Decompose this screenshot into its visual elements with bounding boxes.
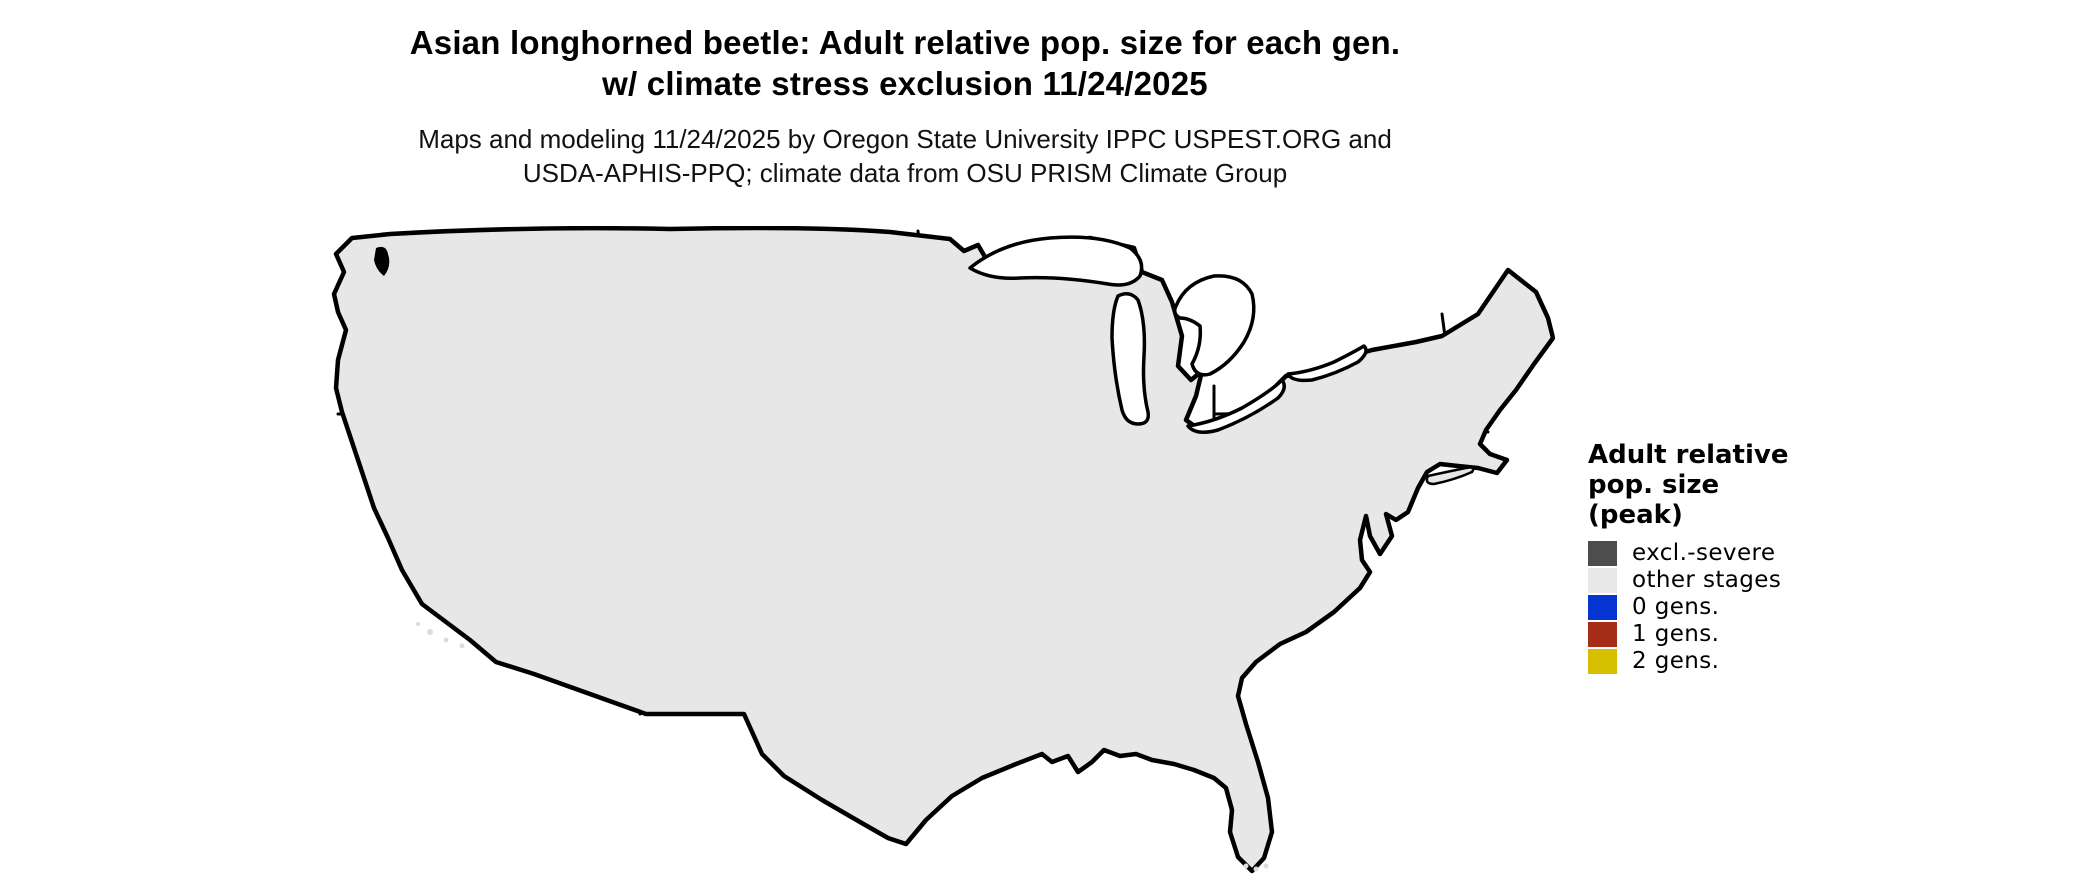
map-subtitle-line1: Maps and modeling 11/24/2025 by Oregon S… bbox=[418, 124, 1392, 154]
legend-item-1-gens: 1 gens. bbox=[1588, 621, 1848, 647]
legend-swatch-excl-severe bbox=[1588, 540, 1617, 566]
map-subtitle-line2: USDA-APHIS-PPQ; climate data from OSU PR… bbox=[522, 158, 1288, 188]
map-title: Asian longhorned beetle: Adult relative … bbox=[0, 22, 1810, 104]
legend: Adult relative pop. size (peak) excl.-se… bbox=[1588, 440, 1848, 675]
legend-label-2-gens: 2 gens. bbox=[1632, 648, 1720, 674]
lake-ontario bbox=[1286, 344, 1368, 383]
legend-item-2-gens: 2 gens. bbox=[1588, 648, 1848, 674]
map-subtitle: Maps and modeling 11/24/2025 by Oregon S… bbox=[0, 122, 1810, 190]
long-island bbox=[1425, 466, 1475, 486]
puget-sound bbox=[374, 246, 390, 276]
us-map-svg bbox=[330, 226, 1555, 878]
legend-title-line3: (peak) bbox=[1588, 500, 1683, 530]
lake-superior bbox=[968, 235, 1144, 287]
channel-islands bbox=[416, 622, 465, 649]
great-lakes bbox=[968, 235, 1368, 434]
map-title-line2: w/ climate stress exclusion 11/24/2025 bbox=[602, 65, 1208, 102]
legend-label-1-gens: 1 gens. bbox=[1632, 621, 1720, 647]
legend-item-excl-severe: excl.-severe bbox=[1588, 540, 1848, 566]
legend-swatch-2-gens bbox=[1588, 648, 1617, 674]
legend-title-line2: pop. size bbox=[1588, 470, 1720, 500]
legend-swatch-1-gens bbox=[1588, 621, 1617, 647]
conus-outline bbox=[334, 228, 1553, 871]
legend-label-excl-severe: excl.-severe bbox=[1632, 540, 1776, 566]
legend-label-0-gens: 0 gens. bbox=[1632, 594, 1720, 620]
lake-erie bbox=[1186, 378, 1286, 434]
legend-item-0-gens: 0 gens. bbox=[1588, 594, 1848, 620]
us-map bbox=[330, 226, 1555, 878]
legend-title-line1: Adult relative bbox=[1588, 440, 1789, 470]
lake-huron bbox=[1172, 274, 1256, 377]
legend-swatch-other-stages bbox=[1588, 567, 1617, 593]
legend-label-other-stages: other stages bbox=[1632, 567, 1782, 593]
legend-items: excl.-severe other stages 0 gens. 1 gens… bbox=[1588, 540, 1848, 674]
florida-keys bbox=[1243, 863, 1269, 872]
lake-michigan bbox=[1110, 292, 1151, 426]
legend-title: Adult relative pop. size (peak) bbox=[1588, 440, 1848, 530]
map-title-line1: Asian longhorned beetle: Adult relative … bbox=[409, 24, 1401, 61]
legend-item-other-stages: other stages bbox=[1588, 567, 1848, 593]
legend-swatch-0-gens bbox=[1588, 594, 1617, 620]
